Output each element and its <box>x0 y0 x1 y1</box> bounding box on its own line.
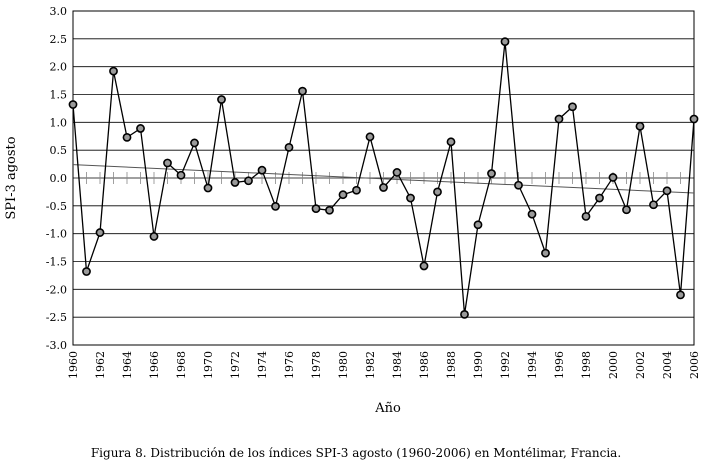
data-point <box>284 142 294 152</box>
data-point <box>122 132 132 142</box>
y-tick-label: 1.0 <box>50 116 68 129</box>
data-point <box>595 193 604 203</box>
data-point <box>352 185 361 195</box>
data-point <box>379 183 388 192</box>
y-tick-label: -2.5 <box>46 311 67 324</box>
figure-caption: Figura 8. Distribución de los índices SP… <box>91 446 621 460</box>
data-point <box>82 267 91 276</box>
x-tick-label: 1994 <box>526 351 539 379</box>
y-tick-label: -1.0 <box>46 228 67 241</box>
data-point <box>190 138 199 148</box>
data-point <box>95 228 105 237</box>
data-point <box>203 183 213 193</box>
x-tick-label: 1960 <box>67 351 80 379</box>
data-point <box>622 205 631 215</box>
data-point <box>541 248 550 258</box>
data-point <box>68 100 78 109</box>
y-tick-label: 0.5 <box>50 144 68 157</box>
x-tick-label: 1964 <box>121 351 134 379</box>
x-tick-label: 1972 <box>229 351 242 379</box>
x-tick-label: 1996 <box>553 351 566 379</box>
x-tick-label: 1990 <box>472 351 485 379</box>
y-tick-label: -0.5 <box>46 200 67 213</box>
data-point <box>217 95 226 104</box>
x-tick-label: 1984 <box>391 351 404 379</box>
y-axis-title: SPI-3 agosto <box>4 136 19 219</box>
x-tick-label: 1988 <box>445 351 458 379</box>
y-tick-label: 2.0 <box>50 61 68 74</box>
x-tick-label: 2000 <box>607 351 620 379</box>
data-point <box>338 190 348 200</box>
x-axis-title: Año <box>374 401 401 416</box>
data-point <box>460 309 469 319</box>
y-tick-label: -3.0 <box>46 339 67 352</box>
data-point <box>500 37 510 47</box>
data-point <box>298 86 307 96</box>
data-point <box>244 176 253 186</box>
x-tick-label: 1970 <box>202 351 215 379</box>
y-tick-label: -2.0 <box>46 283 67 296</box>
data-point <box>136 124 145 133</box>
data-point <box>554 114 564 124</box>
y-tick-label: 3.0 <box>50 5 68 18</box>
trend-line <box>72 164 695 194</box>
x-tick-label: 2002 <box>634 351 647 379</box>
data-point <box>689 114 699 124</box>
zero-axis-ticks <box>86 172 681 184</box>
data-point <box>406 193 415 203</box>
x-tick-labels: 1960 1962 1964 1966 1968 1970 1972 1974 1976 1978… <box>67 351 701 379</box>
data-point <box>608 173 618 182</box>
data-point <box>662 186 672 196</box>
data-point <box>433 187 442 197</box>
x-tick-label: 1966 <box>148 351 161 379</box>
data-point <box>230 178 240 187</box>
data-point <box>311 204 321 214</box>
data-point <box>271 201 280 211</box>
x-tick-label: 1992 <box>499 351 512 379</box>
y-tick-label: 2.5 <box>50 33 68 46</box>
data-point <box>419 261 429 271</box>
data-point <box>149 232 159 241</box>
y-tick-label: 1.5 <box>50 89 68 102</box>
data-point <box>581 212 591 221</box>
x-tick-label: 1968 <box>175 351 188 379</box>
x-tick-label: 1998 <box>580 351 593 379</box>
data-point <box>527 209 537 219</box>
x-tick-label: 2006 <box>688 351 701 379</box>
data-point <box>635 121 645 131</box>
data-point <box>176 170 186 180</box>
data-point <box>676 290 685 300</box>
x-tick-label: 2004 <box>661 351 674 379</box>
x-tick-label: 1980 <box>337 351 350 379</box>
x-tick-label: 1962 <box>94 351 107 379</box>
data-point <box>568 102 577 112</box>
data-point <box>514 180 523 190</box>
data-point <box>392 168 402 177</box>
data-point <box>446 137 456 147</box>
data-point <box>325 205 334 215</box>
data-point <box>365 132 375 142</box>
y-tick-label: -1.5 <box>46 256 67 269</box>
y-tick-label: 0.0 <box>50 172 68 185</box>
data-point <box>257 165 267 175</box>
y-tick-labels: 3.0 2.5 2.0 1.5 1.0 0.5 0.0 -0.5 -1.0 -1.5 -2.0 -2.… <box>46 5 67 352</box>
x-tick-label: 1976 <box>283 351 296 379</box>
data-point <box>473 220 483 230</box>
x-tick-label: 1982 <box>364 351 377 379</box>
data-point <box>487 169 496 178</box>
gridlines <box>73 38 694 318</box>
data-point <box>649 200 658 210</box>
x-tick-label: 1978 <box>310 351 323 379</box>
x-tick-label: 1986 <box>418 351 431 379</box>
data-point <box>163 158 172 168</box>
data-point <box>109 66 118 76</box>
x-tick-label: 1974 <box>256 351 269 379</box>
series-points <box>68 37 699 319</box>
